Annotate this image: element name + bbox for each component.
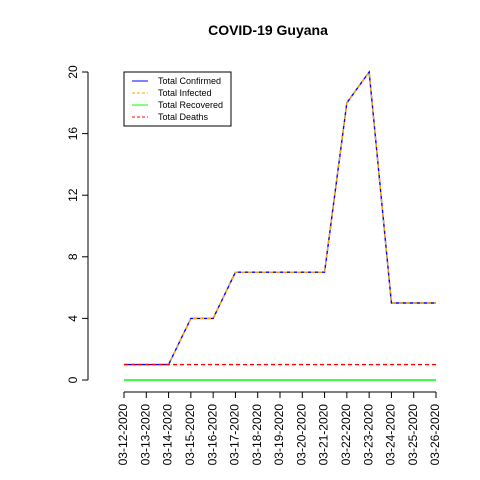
x-tick-label: 03-24-2020: [384, 404, 398, 466]
legend: Total Confirmed Total Infected Total Recov…: [123, 71, 232, 127]
x-tick-label: 03-18-2020: [250, 404, 264, 466]
x-tick-label: 03-23-2020: [361, 404, 375, 466]
y-axis: 0 4 8 12 16 20: [66, 65, 89, 383]
x-tick-label: 03-16-2020: [205, 404, 219, 466]
x-tick-label: 03-25-2020: [406, 404, 420, 466]
x-tick-label: 03-17-2020: [228, 404, 242, 466]
x-tick-label: 03-22-2020: [339, 404, 353, 466]
legend-label: Total Confirmed: [158, 76, 221, 86]
series-line-0: [124, 70, 436, 366]
y-tick-label: 16: [66, 127, 80, 141]
x-tick-label: 03-13-2020: [138, 404, 152, 466]
legend-label: Total Recovered: [158, 100, 223, 110]
y-tick-label: 20: [66, 65, 80, 79]
y-tick-label: 0: [66, 376, 80, 383]
legend-label: Total Deaths: [158, 112, 209, 122]
x-axis: 03-12-2020 03-13-2020 03-14-2020 03-15-2020…: [116, 391, 442, 466]
y-tick-label: 8: [66, 253, 80, 260]
x-tick-label: 03-26-2020: [428, 404, 442, 466]
y-tick-label: 4: [66, 315, 80, 322]
chart-title: COVID-19 Guyana: [208, 22, 328, 38]
x-tick-label: 03-14-2020: [161, 404, 175, 466]
series-lines: [124, 70, 436, 381]
x-tick-label: 03-20-2020: [294, 404, 308, 466]
legend-label: Total Infected: [158, 88, 212, 98]
x-tick-label: 03-21-2020: [317, 404, 331, 466]
x-tick-label: 03-19-2020: [272, 404, 286, 466]
x-tick-label: 03-12-2020: [116, 404, 130, 466]
x-tick-label: 03-15-2020: [183, 404, 197, 466]
y-tick-label: 12: [66, 188, 80, 202]
